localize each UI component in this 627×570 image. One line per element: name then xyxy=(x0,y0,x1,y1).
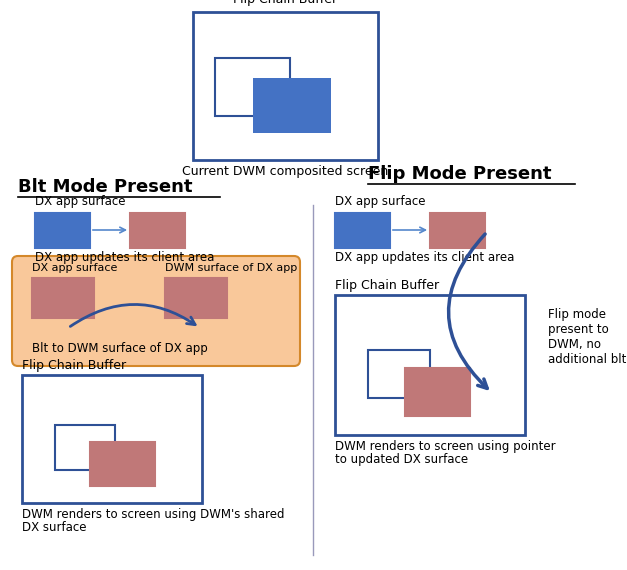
Bar xyxy=(335,213,390,248)
Text: Flip mode
present to
DWM, no
additional blt: Flip mode present to DWM, no additional … xyxy=(548,308,626,366)
Bar xyxy=(165,278,227,318)
FancyBboxPatch shape xyxy=(12,256,300,366)
Bar xyxy=(90,442,155,486)
Bar xyxy=(32,278,94,318)
Text: Current DWM composited screen: Current DWM composited screen xyxy=(182,165,389,178)
Bar xyxy=(55,425,115,470)
Bar xyxy=(193,12,378,160)
Text: to updated DX surface: to updated DX surface xyxy=(335,453,468,466)
Text: DX surface: DX surface xyxy=(22,521,87,534)
Bar xyxy=(215,58,290,116)
Text: Flip Chain Buffer: Flip Chain Buffer xyxy=(335,279,439,292)
Text: Blt to DWM surface of DX app: Blt to DWM surface of DX app xyxy=(32,342,208,355)
Text: DX app updates its client area: DX app updates its client area xyxy=(35,251,214,264)
Text: Blt Mode Present: Blt Mode Present xyxy=(18,178,192,196)
Bar xyxy=(22,375,202,503)
Bar xyxy=(368,350,430,398)
Text: DX app surface: DX app surface xyxy=(32,263,117,273)
Bar xyxy=(405,368,470,416)
Text: DX app updates its client area: DX app updates its client area xyxy=(335,251,514,264)
Text: DX app surface: DX app surface xyxy=(335,195,426,208)
Text: Flip Chain Buffer: Flip Chain Buffer xyxy=(22,359,126,372)
Bar xyxy=(35,213,90,248)
Text: Flip Chain Buffer: Flip Chain Buffer xyxy=(233,0,337,6)
Text: DWM renders to screen using DWM's shared: DWM renders to screen using DWM's shared xyxy=(22,508,285,521)
Bar xyxy=(430,213,485,248)
Text: Flip Mode Present: Flip Mode Present xyxy=(368,165,552,183)
Bar xyxy=(335,295,525,435)
Text: DX app surface: DX app surface xyxy=(35,195,125,208)
Bar xyxy=(253,78,331,133)
Text: DWM renders to screen using pointer: DWM renders to screen using pointer xyxy=(335,440,556,453)
Text: DWM surface of DX app: DWM surface of DX app xyxy=(165,263,297,273)
Bar xyxy=(130,213,185,248)
